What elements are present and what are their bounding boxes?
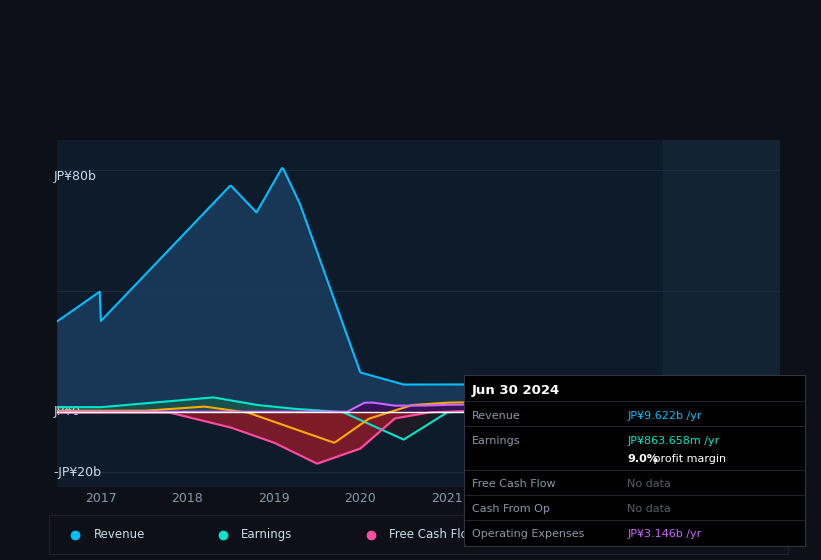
Text: Operating Expenses: Operating Expenses [472,529,585,539]
Text: JP¥9.622b /yr: JP¥9.622b /yr [627,410,702,421]
Text: Operating Expenses: Operating Expenses [685,528,804,542]
Text: Revenue: Revenue [472,410,521,421]
Text: JP¥863.658m /yr: JP¥863.658m /yr [627,436,720,446]
Text: No data: No data [627,479,672,489]
Text: Free Cash Flow: Free Cash Flow [389,528,478,542]
Text: Earnings: Earnings [241,528,293,542]
Text: Cash From Op: Cash From Op [537,528,619,542]
Text: JP¥80b: JP¥80b [54,170,97,183]
Text: -JP¥20b: -JP¥20b [54,465,102,479]
Text: No data: No data [627,504,672,514]
Text: Jun 30 2024: Jun 30 2024 [472,384,560,397]
Text: JP¥0: JP¥0 [54,405,80,418]
Text: profit margin: profit margin [650,454,727,464]
Text: Revenue: Revenue [94,528,145,542]
Text: Earnings: Earnings [472,436,521,446]
Text: 9.0%: 9.0% [627,454,658,464]
Bar [663,140,780,487]
Text: JP¥3.146b /yr: JP¥3.146b /yr [627,529,702,539]
Text: Cash From Op: Cash From Op [472,504,550,514]
Text: Free Cash Flow: Free Cash Flow [472,479,556,489]
